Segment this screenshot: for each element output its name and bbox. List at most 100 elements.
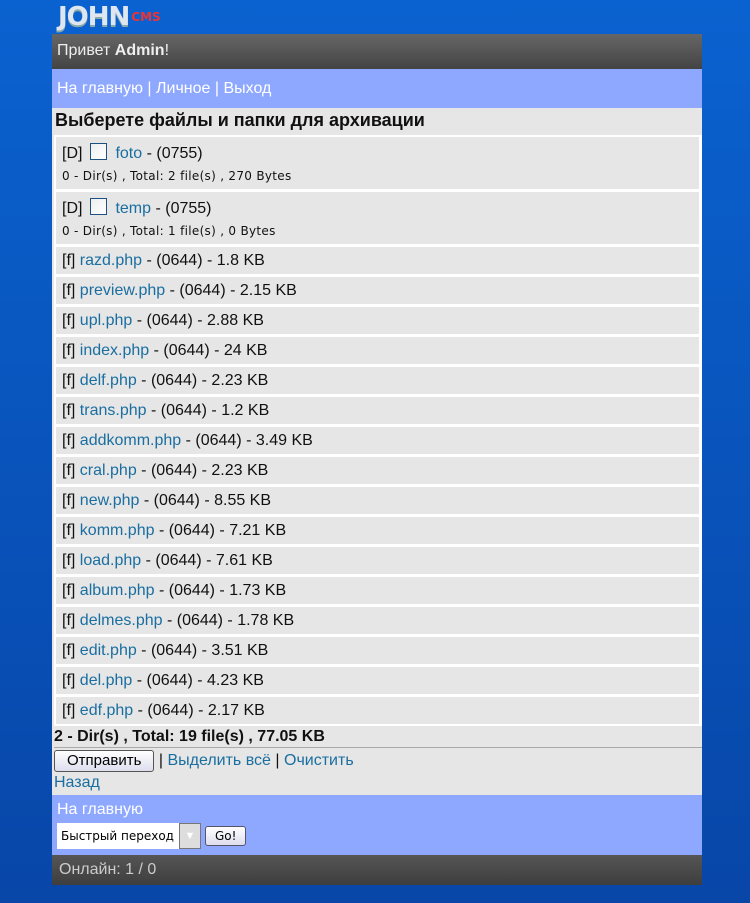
logo: JOHN CMS <box>58 2 161 32</box>
file-meta: - (0644) - 2.88 KB <box>132 312 264 329</box>
file-meta: - (0644) - 7.21 KB <box>154 522 287 539</box>
file-link[interactable]: razd.php <box>79 252 143 269</box>
file-meta: - (0644) - 7.61 KB <box>141 552 273 569</box>
file-meta: - (0644) - 4.23 KB <box>132 672 264 689</box>
file-row: [f] new.php - (0644) - 8.55 KB <box>54 485 702 516</box>
file-meta: - (0644) - 1.2 KB <box>146 402 270 419</box>
quick-jump-value: Быстрый переход <box>57 823 179 849</box>
file-meta: - (0644) - 24 KB <box>149 342 268 359</box>
dir-row: [D] temp - (0755) 0 - Dir(s) , Total: 1 fi… <box>54 190 702 246</box>
file-link[interactable]: preview.php <box>79 282 166 299</box>
dir-checkbox[interactable] <box>90 143 108 160</box>
greeting-text: Привет <box>57 42 115 59</box>
file-meta: - (0644) - 2.23 KB <box>136 372 269 389</box>
file-meta: - (0644) - 2.23 KB <box>136 462 269 479</box>
submit-button[interactable]: Отправить <box>54 749 155 772</box>
nav-home-link[interactable]: На главную <box>57 80 143 97</box>
separator: | <box>214 80 220 97</box>
dir-tag: [D] <box>62 145 83 162</box>
file-row: [f] delmes.php - (0644) - 1.78 KB <box>54 605 702 636</box>
greeting-bar: Привет Admin! <box>52 34 702 69</box>
file-tag: [f] <box>62 402 76 419</box>
dir-link[interactable]: foto <box>115 145 143 162</box>
file-link[interactable]: load.php <box>79 552 142 569</box>
file-meta: - (0644) - 2.15 KB <box>165 282 297 299</box>
file-tag: [f] <box>62 642 76 659</box>
file-row: [f] upl.php - (0644) - 2.88 KB <box>54 305 702 336</box>
footer-home-link[interactable]: На главную <box>57 801 143 818</box>
file-tag: [f] <box>62 312 76 329</box>
file-link[interactable]: komm.php <box>79 522 155 539</box>
go-button[interactable]: Go! <box>205 826 247 846</box>
separator: | <box>147 80 152 97</box>
file-row: [f] preview.php - (0644) - 2.15 KB <box>54 275 702 306</box>
separator: | <box>275 752 280 769</box>
online-counter: Онлайн: 1 / 0 <box>52 855 702 885</box>
dir-link[interactable]: temp <box>115 200 152 217</box>
file-link[interactable]: album.php <box>79 582 155 599</box>
file-row: [f] cral.php - (0644) - 2.23 KB <box>54 455 702 486</box>
file-tag: [f] <box>62 372 76 389</box>
file-link[interactable]: delmes.php <box>79 612 163 629</box>
dir-row: [D] foto - (0755) 0 - Dir(s) , Total: 2 fi… <box>54 135 702 191</box>
file-row: [f] addkomm.php - (0644) - 3.49 KB <box>54 425 702 456</box>
file-meta: - (0644) - 1.78 KB <box>162 612 295 629</box>
file-tag: [f] <box>62 612 76 629</box>
file-tag: [f] <box>62 342 76 359</box>
file-tag: [f] <box>62 672 76 689</box>
file-row: [f] del.php - (0644) - 4.23 KB <box>54 665 702 696</box>
file-row: [f] razd.php - (0644) - 1.8 KB <box>54 245 702 276</box>
nav-logout-link[interactable]: Выход <box>223 80 272 97</box>
clear-link[interactable]: Очистить <box>284 752 354 769</box>
dir-tag: [D] <box>62 200 83 217</box>
file-link[interactable]: addkomm.php <box>79 432 182 449</box>
file-row: [f] komm.php - (0644) - 7.21 KB <box>54 515 702 546</box>
file-row: [f] index.php - (0644) - 24 KB <box>54 335 702 366</box>
file-link[interactable]: trans.php <box>79 402 147 419</box>
file-link[interactable]: edf.php <box>79 702 134 719</box>
file-meta: - (0644) - 8.55 KB <box>139 492 272 509</box>
file-meta: - (0644) - 1.8 KB <box>142 252 265 269</box>
file-tag: [f] <box>62 432 76 449</box>
file-row: [f] album.php - (0644) - 1.73 KB <box>54 575 702 606</box>
exclamation: ! <box>164 42 170 59</box>
file-row: [f] edf.php - (0644) - 2.17 KB <box>54 695 702 726</box>
quick-jump-select[interactable]: Быстрый переход ▼ <box>57 823 201 849</box>
select-all-link[interactable]: Выделить всё <box>167 752 271 769</box>
file-tag: [f] <box>62 462 76 479</box>
content: Выберете файлы и папки для архивации [D]… <box>52 108 702 795</box>
dropdown-arrow-icon[interactable]: ▼ <box>179 823 201 849</box>
file-tag: [f] <box>62 702 76 719</box>
file-tag: [f] <box>62 552 76 569</box>
dir-checkbox[interactable] <box>90 198 108 215</box>
file-link[interactable]: edit.php <box>79 642 137 659</box>
page-title: Выберете файлы и папки для архивации <box>55 110 425 130</box>
file-row: [f] delf.php - (0644) - 2.23 KB <box>54 365 702 396</box>
file-meta: - (0644) - 3.51 KB <box>136 642 269 659</box>
dir-info: 0 - Dir(s) , Total: 2 file(s) , 270 Byte… <box>62 169 292 183</box>
file-link[interactable]: upl.php <box>79 312 133 329</box>
total-summary: 2 - Dir(s) , Total: 19 file(s) , 77.05 K… <box>54 725 702 748</box>
dir-permissions: - (0755) <box>142 145 203 162</box>
back-link[interactable]: Назад <box>54 774 100 791</box>
username: Admin <box>114 42 165 59</box>
file-tag: [f] <box>62 252 76 269</box>
dir-info: 0 - Dir(s) , Total: 1 file(s) , 0 Bytes <box>62 224 276 238</box>
file-link[interactable]: index.php <box>79 342 150 359</box>
file-row: [f] load.php - (0644) - 7.61 KB <box>54 545 702 576</box>
file-link[interactable]: delf.php <box>79 372 137 389</box>
separator: | <box>158 752 163 769</box>
footer-nav: На главную Быстрый переход ▼ Go! <box>52 795 702 855</box>
file-tag: [f] <box>62 582 76 599</box>
nav-personal-link[interactable]: Личное <box>156 80 211 97</box>
file-link[interactable]: del.php <box>79 672 133 689</box>
file-row: [f] trans.php - (0644) - 1.2 KB <box>54 395 702 426</box>
dir-permissions: - (0755) <box>151 200 212 217</box>
file-row: [f] edit.php - (0644) - 3.51 KB <box>54 635 702 666</box>
file-meta: - (0644) - 2.17 KB <box>133 702 265 719</box>
file-meta: - (0644) - 1.73 KB <box>154 582 287 599</box>
file-link[interactable]: cral.php <box>79 462 137 479</box>
file-link[interactable]: new.php <box>79 492 140 509</box>
file-tag: [f] <box>62 492 76 509</box>
file-tag: [f] <box>62 522 76 539</box>
